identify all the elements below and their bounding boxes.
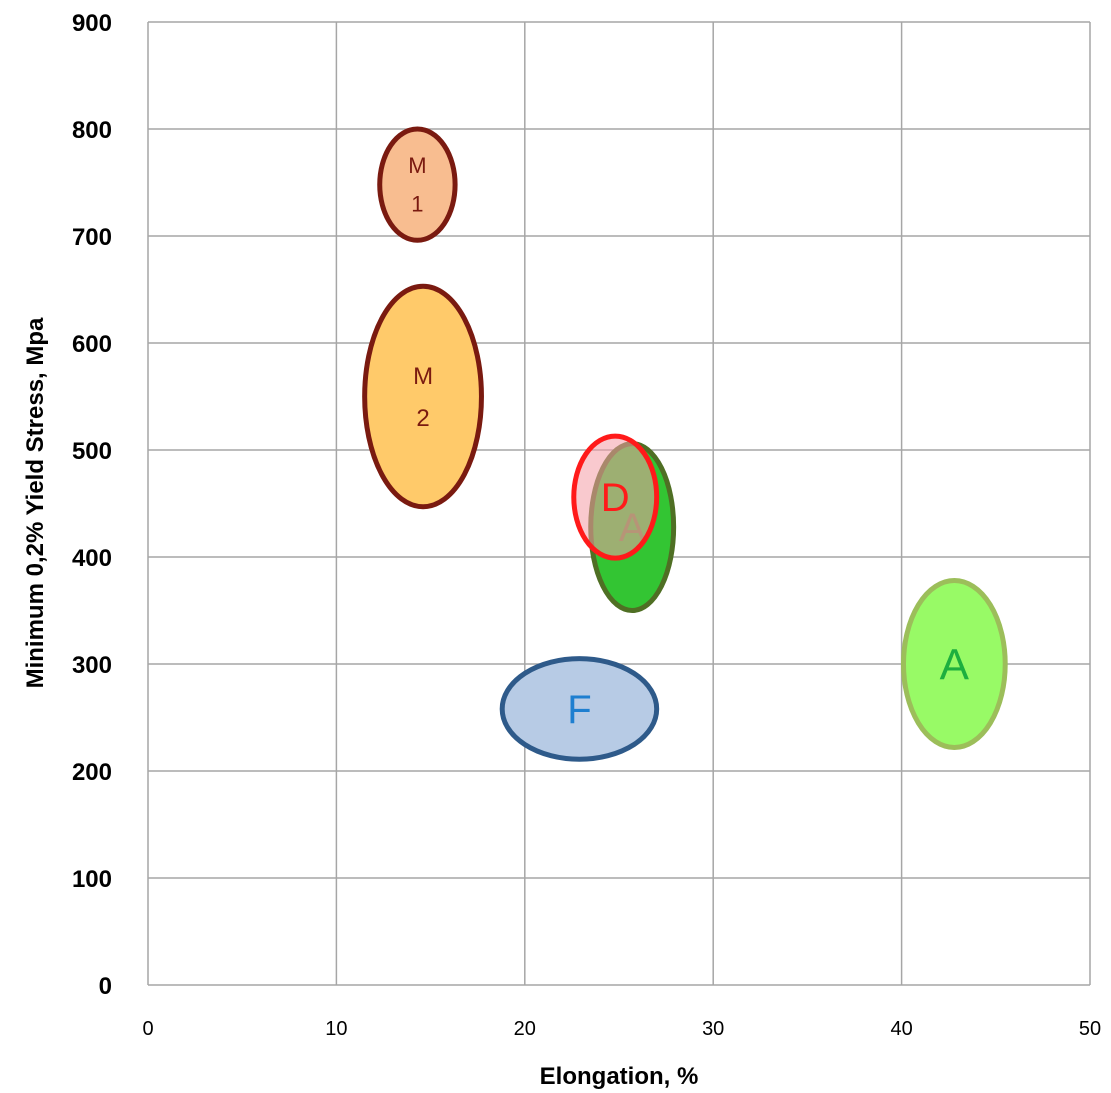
region-m1: M1: [377, 126, 458, 243]
region-label: M: [408, 153, 426, 178]
y-tick-label: 500: [72, 438, 112, 465]
y-tick-label: 300: [72, 652, 112, 679]
region-ellipse: [499, 656, 660, 762]
data-regions: M1M2ADFA: [362, 126, 1008, 762]
x-tick-labels: 0 10 20 30 40 50: [142, 1018, 1101, 1040]
region-label: D: [601, 476, 630, 520]
x-tick-label: 20: [514, 1018, 536, 1040]
y-tick-label: 400: [72, 545, 112, 572]
x-axis-title: Elongation, %: [540, 1063, 699, 1090]
region-label: A: [940, 640, 970, 689]
region-label: F: [567, 688, 591, 732]
y-tick-label: 700: [72, 224, 112, 251]
y-tick-label: 800: [72, 117, 112, 144]
region-ellipse: [900, 578, 1008, 750]
y-tick-labels: 0 100 200 300 400 500 600 700 800 900: [72, 10, 112, 1000]
region-ellipse: [377, 126, 458, 243]
region-d: D: [571, 433, 660, 561]
region-label: 2: [416, 405, 429, 432]
x-tick-label: 0: [142, 1018, 153, 1040]
x-tick-label: 10: [325, 1018, 347, 1040]
y-tick-label: 200: [72, 759, 112, 786]
region-label: 1: [411, 192, 423, 217]
x-tick-label: 40: [890, 1018, 912, 1040]
x-tick-label: 30: [702, 1018, 724, 1040]
region-ellipse: [362, 283, 484, 510]
region-m2: M2: [362, 283, 484, 510]
region-label: M: [413, 363, 433, 390]
y-tick-label: 0: [99, 973, 112, 1000]
x-tick-label: 50: [1079, 1018, 1101, 1040]
y-axis-title: Minimum 0,2% Yield Stress, Mpa: [22, 317, 49, 688]
region-ellipse: [571, 433, 660, 561]
region-a_right: A: [900, 578, 1008, 750]
region-f: F: [499, 656, 660, 762]
y-tick-label: 600: [72, 331, 112, 358]
y-tick-label: 900: [72, 10, 112, 37]
y-tick-label: 100: [72, 866, 112, 893]
